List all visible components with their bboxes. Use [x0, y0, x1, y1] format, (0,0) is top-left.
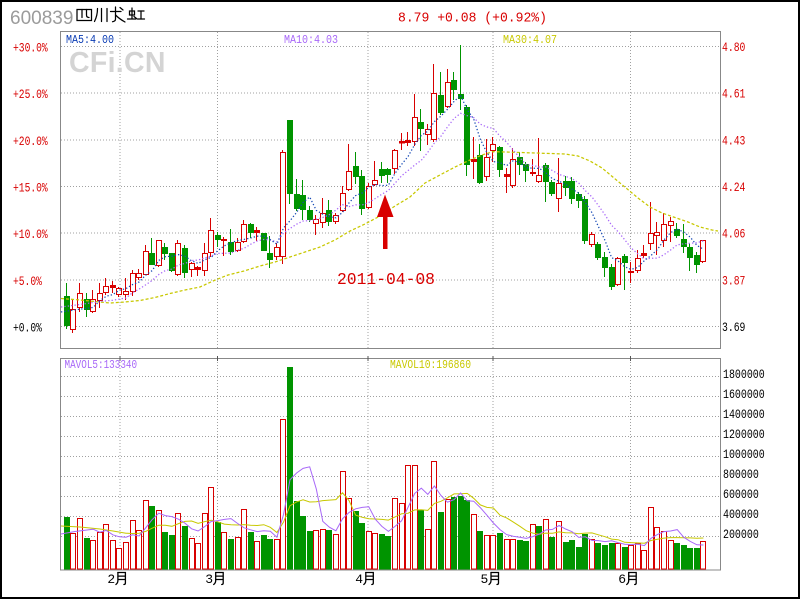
svg-text:2011-04-08: 2011-04-08 [337, 271, 435, 290]
svg-text:+20.0%: +20.0% [13, 134, 48, 149]
svg-text:MA30:4.07: MA30:4.07 [503, 33, 557, 47]
svg-text:1400000: 1400000 [723, 407, 765, 422]
svg-text:1000000: 1000000 [723, 447, 765, 462]
svg-text:5: 5 [481, 572, 489, 587]
svg-text:+10.0%: +10.0% [13, 227, 48, 242]
svg-text:3: 3 [205, 572, 213, 587]
svg-text:4.61: 4.61 [722, 87, 746, 102]
svg-text:MA10:4.03: MA10:4.03 [284, 33, 338, 47]
svg-text:3.69: 3.69 [722, 320, 745, 335]
svg-text:4.06: 4.06 [722, 227, 745, 242]
svg-text:MAVOL10:196860: MAVOL10:196860 [390, 358, 471, 372]
svg-text:+30.0%: +30.0% [13, 41, 48, 56]
svg-text:200000: 200000 [723, 527, 759, 542]
svg-text:3.87: 3.87 [722, 273, 745, 288]
svg-text:CFi.CN: CFi.CN [69, 47, 166, 79]
svg-text:1800000: 1800000 [723, 367, 765, 382]
svg-text:400000: 400000 [723, 507, 759, 522]
svg-text:6: 6 [618, 572, 626, 587]
svg-text:+0.0%: +0.0% [13, 321, 42, 336]
svg-text:4.43: 4.43 [722, 133, 745, 148]
svg-text:4.80: 4.80 [722, 40, 745, 55]
svg-text:1600000: 1600000 [723, 387, 765, 402]
svg-text:+25.0%: +25.0% [13, 87, 48, 102]
svg-text:8.79 +0.08 (+0.92%): 8.79 +0.08 (+0.92%) [398, 12, 547, 27]
svg-text:+5.0%: +5.0% [13, 274, 42, 289]
svg-text:600839: 600839 [10, 8, 73, 29]
svg-text:2: 2 [107, 572, 115, 587]
svg-text:1200000: 1200000 [723, 427, 765, 442]
svg-text:MA5:4.00: MA5:4.00 [66, 33, 114, 47]
svg-text:4: 4 [355, 572, 363, 587]
svg-text:4.24: 4.24 [722, 180, 746, 195]
svg-text:800000: 800000 [723, 467, 759, 482]
svg-text:600000: 600000 [723, 487, 759, 502]
svg-text:+15.0%: +15.0% [13, 181, 48, 196]
svg-text:MAVOL5:133340: MAVOL5:133340 [65, 358, 138, 372]
